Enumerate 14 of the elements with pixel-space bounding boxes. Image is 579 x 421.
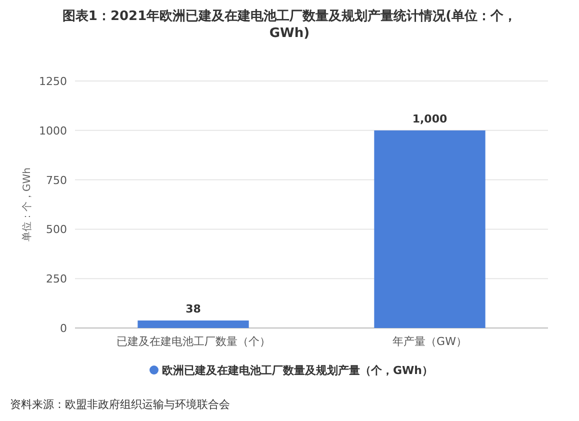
x-tick-label: 年产量（GW） [392,335,467,348]
y-tick-label: 250 [46,272,67,286]
text: 资料来源：欧盟非政府组织运输与环境联合会 [10,398,230,411]
x-tick-label: 已建及在建电池工厂数量（个） [116,335,270,348]
y-tick-label: 1000 [39,124,67,138]
legend-label: 欧洲已建及在建电池工厂数量及规划产量（个，GWh） [162,364,433,377]
data-label: 1,000 [412,112,448,126]
y-tick-label: 1250 [39,75,67,88]
y-tick-label: 0 [60,322,67,335]
y-tick-label: 500 [46,223,67,236]
chart-title: 图表1：2021年欧洲已建及在建电池工厂数量及规划产量统计情况(单位：个，GWh) [62,8,517,41]
data-label: 38 [186,302,201,316]
y-tick-label: 750 [46,174,67,187]
y-axis-title: 单位：个，GWh [21,168,33,242]
